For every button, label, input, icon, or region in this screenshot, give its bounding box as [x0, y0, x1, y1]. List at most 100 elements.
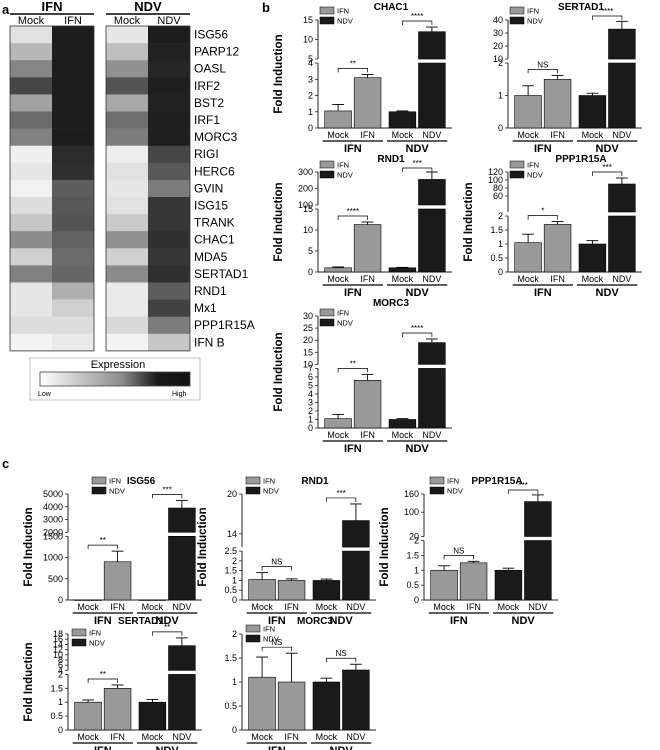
legend-swatch — [319, 308, 335, 317]
significance-label: *** — [162, 485, 171, 494]
y-tick-label: 60 — [493, 191, 503, 201]
heatmap-cell — [148, 162, 190, 181]
legend-label: IFN — [109, 477, 121, 486]
y-tick-label: 1 — [232, 575, 237, 585]
y-axis-label: Fold Induction — [23, 642, 35, 721]
gene-label: IFN B — [194, 335, 225, 349]
x-tick-label: Mock — [392, 430, 414, 440]
x-tick-label: Mock — [327, 430, 349, 440]
y-tick-label: 10 — [303, 225, 313, 235]
gene-label: MORC3 — [194, 130, 238, 144]
significance-label: NS — [537, 60, 548, 69]
x-tick-label: IFN — [360, 430, 375, 440]
x-tick-label: Mock — [316, 732, 338, 742]
heatmap-cell — [10, 60, 52, 78]
heatmap-cell — [148, 26, 190, 44]
legend-label: NDV — [447, 487, 463, 496]
y-axis-label: Fold Induction — [23, 507, 35, 586]
y-tick-label: 2 — [232, 556, 237, 566]
y-tick-label: 100 — [404, 507, 419, 517]
gene-label: TRANK — [194, 216, 235, 230]
x-tick-label: Mock — [142, 602, 164, 612]
bar — [324, 110, 352, 129]
group-label: IFN — [344, 443, 362, 455]
chart-title: RND1 — [377, 154, 405, 165]
y-tick-label: 2 — [414, 536, 419, 546]
bar — [578, 243, 607, 273]
gene-label: PPP1R15A — [194, 318, 255, 332]
y-tick-label: 4000 — [43, 502, 63, 512]
heatmap-cell — [106, 333, 148, 352]
heatmap-cell — [106, 214, 148, 232]
bar — [324, 418, 352, 429]
bar — [312, 580, 341, 601]
chart-title: SERTAD1 — [118, 616, 164, 627]
y-tick-label: 3 — [308, 397, 313, 407]
bar-chart-morc3: MORC3IFNNDV00.511.52MockIFNMockNDVIFNNDV… — [224, 616, 376, 750]
legend-label: NDV — [527, 171, 543, 180]
heatmap-cell — [148, 179, 190, 198]
group-label: IFN — [534, 287, 552, 299]
bar — [248, 676, 276, 731]
y-tick-label: 10 — [303, 359, 313, 369]
y-tick-label: 0.5 — [224, 701, 237, 711]
y-tick-label: 5 — [308, 380, 313, 390]
y-tick-label: 1.5 — [224, 566, 237, 576]
heatmap-cell — [148, 197, 190, 215]
x-tick-label: Mock — [517, 130, 539, 140]
significance-bracket — [443, 554, 474, 560]
bar — [543, 78, 572, 129]
legend-high: High — [172, 391, 187, 398]
chart-title: SERTAD1 — [558, 2, 604, 13]
heatmap-cell — [106, 145, 148, 164]
y-tick-label: 1 — [58, 697, 63, 707]
bar-chart-isg56: ISG56IFNNDV0500100015002000300040005000F… — [23, 476, 202, 627]
significance-bracket — [527, 215, 558, 220]
heatmap-cell — [148, 77, 190, 95]
legend-swatch — [319, 170, 335, 179]
x-tick-label: Mock — [251, 732, 273, 742]
x-tick-label: Mock — [498, 602, 520, 612]
legend-swatch — [319, 16, 335, 25]
significance-bracket — [527, 69, 558, 74]
x-tick-label: NDV — [422, 430, 441, 440]
gene-label: GVIN — [194, 181, 223, 195]
legend-swatch — [509, 170, 525, 179]
group-label: NDV — [406, 443, 430, 455]
x-tick-label: IFN — [466, 602, 481, 612]
y-tick-label: 15 — [303, 204, 313, 214]
legend-label: IFN — [337, 309, 349, 318]
x-tick-label: IFN — [550, 130, 565, 140]
y-tick-label: 0 — [58, 595, 63, 605]
significance-label: *** — [602, 163, 611, 172]
legend-label: IFN — [89, 629, 101, 638]
y-tick-label: 1000 — [43, 553, 63, 563]
heatmap-cell — [106, 111, 148, 129]
panel-label-b: b — [262, 0, 270, 15]
legend-bar — [39, 371, 191, 387]
heatmap-cell — [52, 94, 94, 112]
y-tick-label: 30 — [303, 311, 313, 321]
legend-swatch — [245, 476, 261, 485]
heatmap-cell — [148, 333, 190, 352]
y-tick-label: 10 — [303, 35, 313, 45]
gene-label: RIGI — [194, 147, 219, 161]
heatmap-cell — [10, 214, 52, 232]
y-tick-label: 0 — [232, 595, 237, 605]
gene-label: MDA5 — [194, 250, 228, 264]
y-tick-label: 25 — [303, 323, 313, 333]
heatmap-cell — [148, 265, 190, 283]
group-label: IFN — [268, 615, 286, 627]
legend-label: IFN — [337, 7, 349, 16]
legend-swatch — [509, 6, 525, 15]
y-tick-label: 20 — [493, 41, 503, 51]
significance-label: NS — [336, 649, 347, 658]
bar — [168, 507, 196, 533]
x-tick-label: Mock — [327, 130, 349, 140]
legend-label: IFN — [447, 477, 459, 486]
y-tick-label: 12 — [53, 645, 63, 655]
